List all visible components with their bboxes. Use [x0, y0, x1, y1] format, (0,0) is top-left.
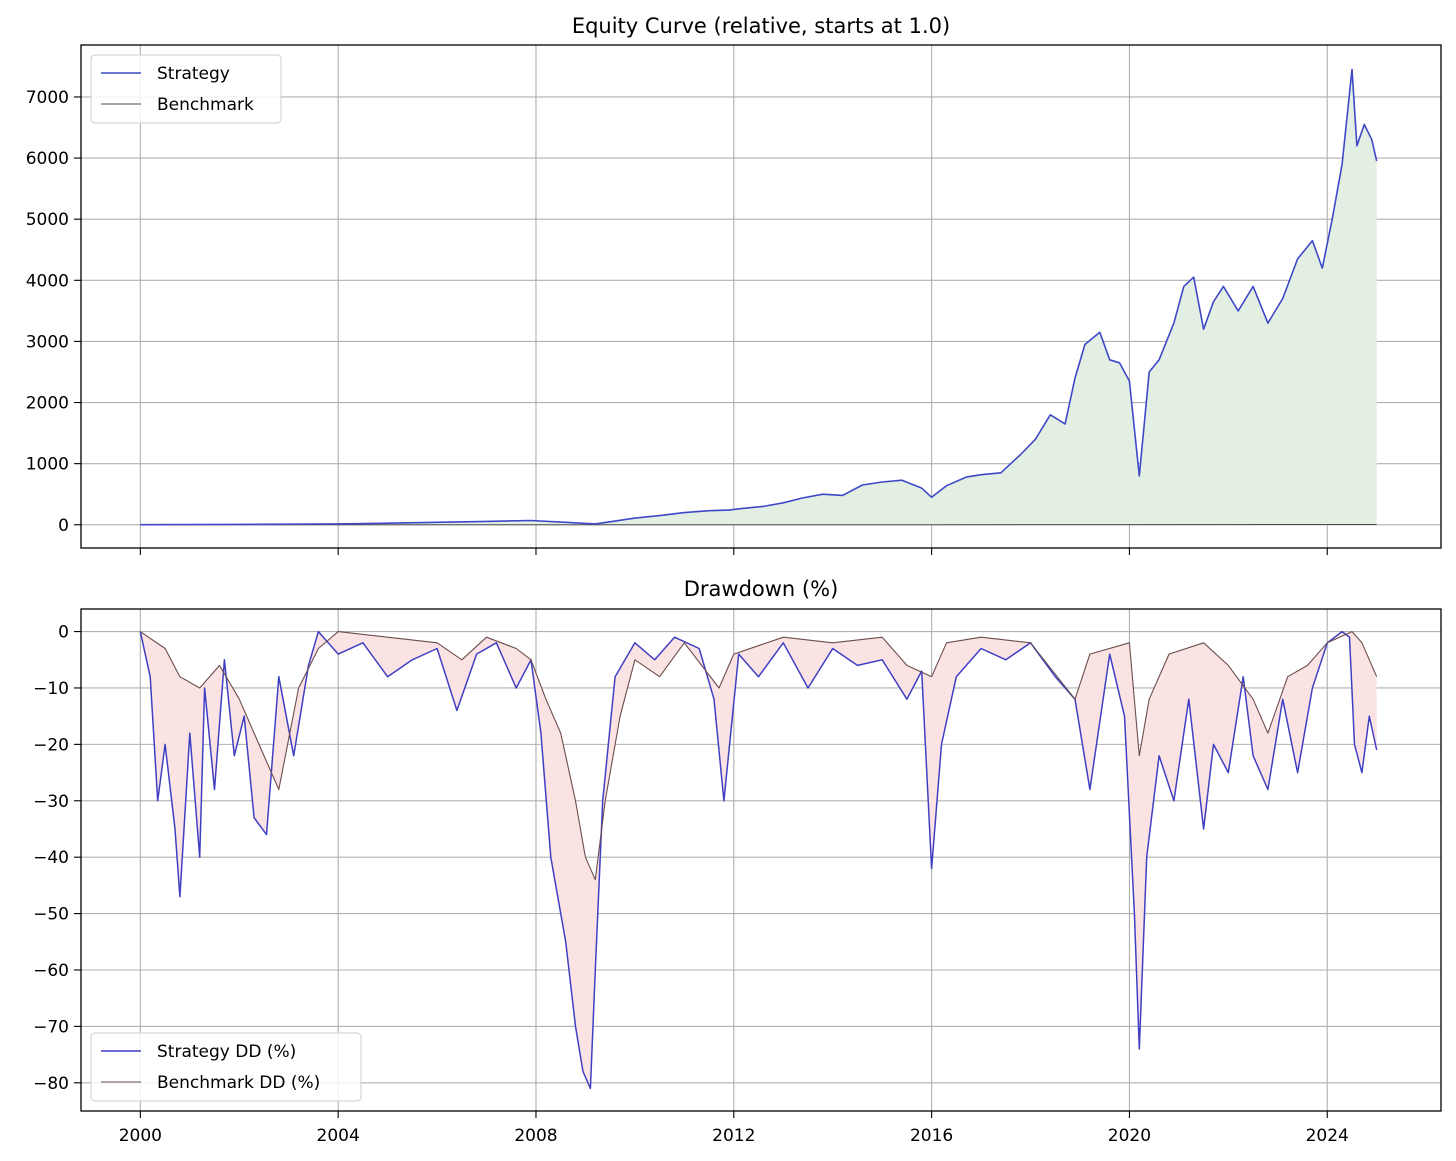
legend-label-strategy-dd: Strategy DD (%) [157, 1042, 296, 1062]
equity-y-ticks: 0 1000 2000 3000 4000 5000 6000 7000 [26, 88, 81, 536]
y-tick-label: 0 [58, 516, 69, 536]
y-tick-label: 3000 [26, 332, 69, 352]
equity-x-ticks [139, 548, 1328, 555]
legend-label-benchmark-dd: Benchmark DD (%) [157, 1073, 320, 1093]
y-tick-label: 4000 [26, 271, 69, 291]
equity-frame [80, 44, 1442, 549]
y-tick-label: −10 [33, 679, 69, 699]
drawdown-legend-box [90, 1032, 362, 1102]
x-tick-label: 2008 [514, 1126, 557, 1146]
benchmark-dd-line [139, 631, 1378, 881]
y-tick-label: 0 [58, 623, 69, 643]
x-tick-label: 2004 [317, 1126, 360, 1146]
y-tick-label: −50 [33, 905, 69, 925]
equity-title: Equity Curve (relative, starts at 1.0) [572, 14, 950, 38]
y-tick-label: 5000 [26, 210, 69, 230]
x-tick-label: 2020 [1108, 1126, 1151, 1146]
x-tick-label: 2012 [712, 1126, 755, 1146]
drawdown-frame [80, 608, 1442, 1112]
equity-legend-box [90, 54, 282, 124]
drawdown-panel: 0−10−20−30−40−50−60−70−80 2000 2004 2008 20… [33, 577, 1442, 1146]
legend-label-strategy: Strategy [157, 64, 230, 84]
y-tick-label: 7000 [26, 88, 69, 108]
equity-panel: 0 1000 2000 3000 4000 5000 6000 7000 Equity Cur… [26, 14, 1442, 555]
drawdown-title: Drawdown (%) [684, 577, 839, 601]
equity-legend: Strategy Benchmark [90, 54, 282, 124]
drawdown-x-ticks: 2000 2004 2008 2012 2016 2020 2024 [119, 1111, 1349, 1146]
drawdown-y-ticks: 0 −10 −20 −30 −40 −50 −60 −70 −80 [33, 623, 81, 1094]
strategy-dd-line [139, 630, 1378, 1090]
x-tick-label: 2000 [119, 1126, 162, 1146]
y-tick-label: 6000 [26, 149, 69, 169]
legend-label-benchmark: Benchmark [157, 95, 254, 115]
strategy-line [140, 68, 1378, 526]
y-tick-label: −80 [33, 1074, 69, 1094]
y-tick-label: 1000 [26, 455, 69, 475]
y-tick-label: −30 [33, 792, 69, 812]
x-tick-label: 2016 [910, 1126, 953, 1146]
drawdown-legend: Strategy DD (%) Benchmark DD (%) [90, 1032, 362, 1102]
y-tick-label: −70 [33, 1017, 69, 1037]
x-tick-label: 2024 [1306, 1126, 1349, 1146]
y-tick-label: −60 [33, 961, 69, 981]
y-tick-label: 2000 [26, 394, 69, 414]
y-tick-label: −20 [33, 735, 69, 755]
equity-fill-area [140, 69, 1377, 525]
y-tick-label: −40 [33, 848, 69, 868]
